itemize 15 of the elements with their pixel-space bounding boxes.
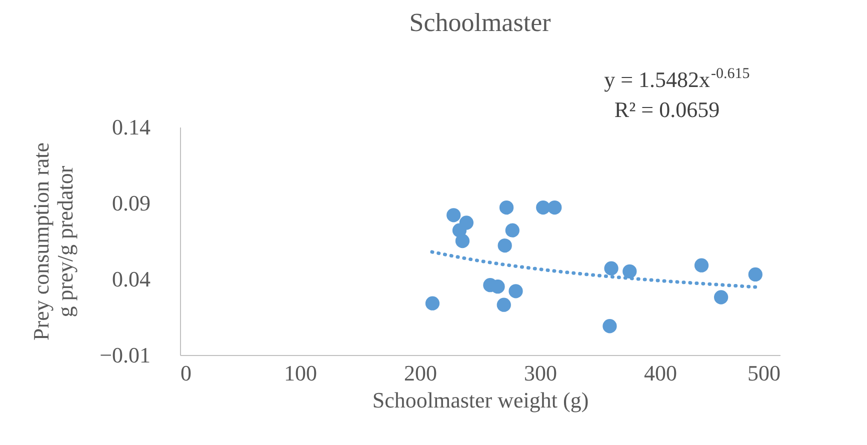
- line-series: [430, 250, 758, 289]
- x-tick-label: 100: [284, 360, 317, 386]
- x-axis-title: Schoolmaster weight (g): [372, 388, 589, 412]
- x-tick-label: 400: [644, 360, 677, 386]
- text: R² = 0.0659: [614, 97, 720, 122]
- y-tick-label: −0.01: [100, 342, 150, 368]
- chart-title: Schoolmaster: [409, 8, 552, 37]
- y-tick-label: 0.04: [112, 266, 150, 292]
- y-axis-title: Prey consumption rate g prey/g predator: [28, 142, 78, 340]
- y-tick-label: 0.09: [112, 190, 150, 216]
- x-tick-label: 0: [180, 360, 192, 386]
- x-tick-label: 200: [404, 360, 437, 386]
- x-tick-label: 500: [748, 360, 780, 386]
- y-tick-label: 0.14: [112, 114, 150, 140]
- x-tick-label: 300: [524, 360, 557, 386]
